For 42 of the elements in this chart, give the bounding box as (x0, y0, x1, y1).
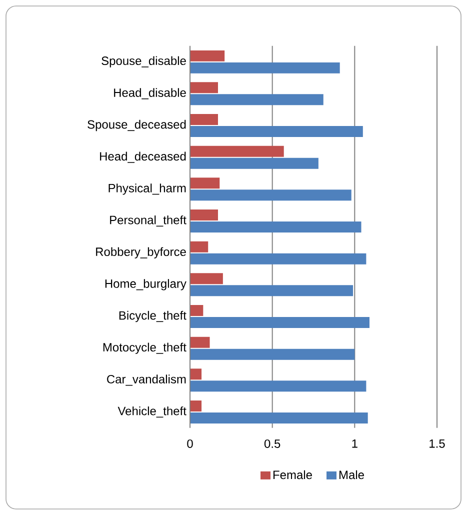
bar (190, 178, 220, 189)
bar (190, 241, 208, 252)
bar (190, 114, 218, 125)
bar (190, 317, 370, 328)
y-tick-label: Physical_harm (108, 184, 186, 195)
y-tick-label: Motocycle_theft (103, 342, 186, 354)
bar (190, 273, 223, 284)
bar (190, 348, 355, 360)
bar (190, 285, 354, 296)
bar (190, 253, 366, 264)
legend-label: Female (273, 470, 312, 480)
y-tick-label: Bicycle_theft (119, 310, 186, 322)
bar (190, 190, 352, 201)
x-tick-label: 1.5 (430, 439, 445, 448)
y-tick-label: Head_deceased (100, 152, 186, 163)
bar (190, 50, 225, 62)
bar (190, 126, 363, 137)
y-tick-label: Vehicle_theft (118, 406, 186, 418)
x-tick-label: 0.5 (264, 439, 280, 448)
bar (190, 400, 202, 412)
y-tick-label: Personal_theft (110, 215, 186, 227)
bar (190, 412, 368, 424)
bar (190, 336, 210, 348)
bar (190, 368, 202, 380)
y-tick-label: Home_burglary (105, 279, 186, 290)
bar (190, 210, 218, 220)
bar (190, 82, 218, 94)
y-tick-label: Head_disable (114, 88, 186, 100)
legend-label: Male (339, 470, 364, 480)
bar (190, 380, 366, 392)
bar (190, 305, 204, 316)
x-tick-label: 0 (187, 439, 193, 448)
bar (190, 94, 324, 106)
y-tick-label: Spouse_disable (102, 56, 186, 68)
bar (190, 62, 340, 74)
bar (190, 146, 284, 157)
bar (190, 158, 318, 169)
x-tick-label: 1 (352, 439, 358, 448)
y-tick-label: Robbery_byforce (96, 247, 186, 258)
y-tick-label: Car_vandalism (107, 374, 186, 386)
bar (190, 222, 362, 232)
y-tick-label: Spouse_deceased (88, 120, 186, 132)
